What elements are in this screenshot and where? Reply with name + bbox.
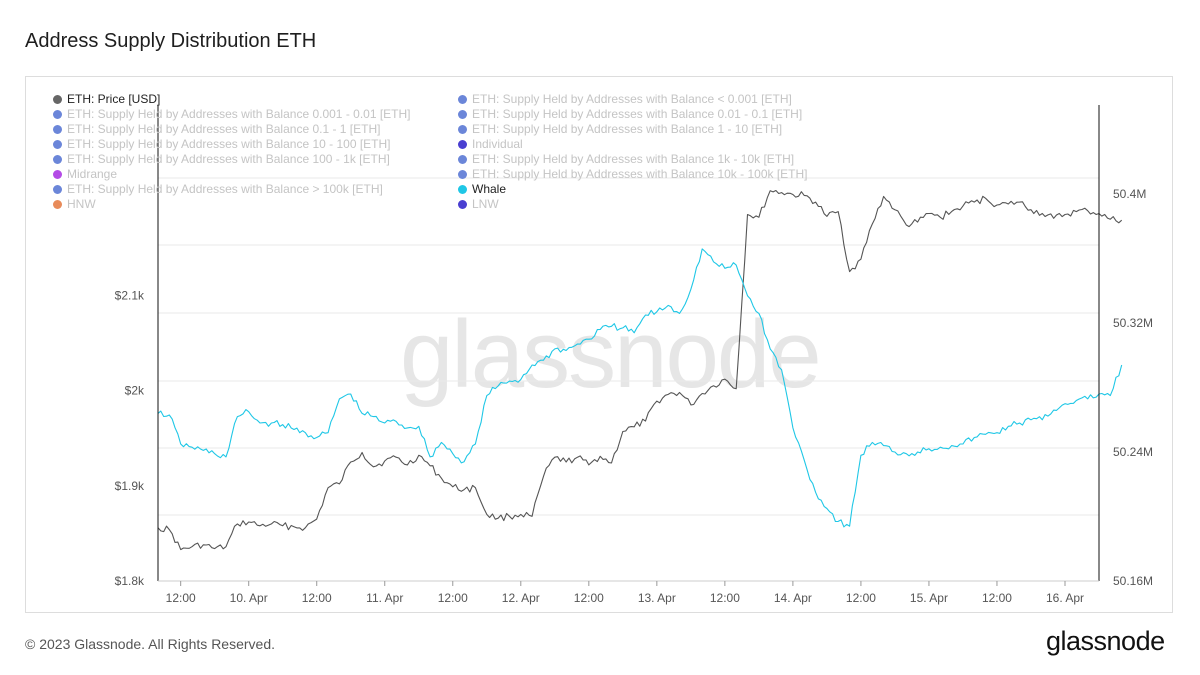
x-tick-label: 16. Apr (1046, 591, 1084, 605)
legend-item[interactable]: ETH: Supply Held by Addresses with Balan… (53, 182, 383, 197)
legend-dot-icon (458, 95, 467, 104)
legend-dot-icon (458, 125, 467, 134)
legend-dot-icon (458, 170, 467, 179)
legend-dot-icon (53, 170, 62, 179)
legend-item[interactable]: Whale (458, 182, 506, 197)
legend-dot-icon (53, 185, 62, 194)
x-tick-label: 10. Apr (230, 591, 268, 605)
x-tick-label: 12:00 (438, 591, 468, 605)
legend-item[interactable]: ETH: Price [USD] (53, 92, 160, 107)
legend-item[interactable]: ETH: Supply Held by Addresses with Balan… (458, 92, 792, 107)
x-tick-label: 12. Apr (502, 591, 540, 605)
legend-label: ETH: Supply Held by Addresses with Balan… (67, 182, 383, 196)
legend-dot-icon (53, 155, 62, 164)
legend-item[interactable]: ETH: Supply Held by Addresses with Balan… (458, 107, 802, 122)
y-left-tick-label: $1.9k (115, 479, 145, 493)
y-right-tick-label: 50.32M (1113, 316, 1153, 330)
legend-item[interactable]: Midrange (53, 167, 117, 182)
legend-label: Midrange (67, 167, 118, 181)
legend-dot-icon (458, 140, 467, 149)
legend-label: HNW (67, 197, 96, 211)
tick-layer: $1.8k $1.9k $2k $2.1k 50.16M 50.24M 50.32M 50.4… (115, 187, 1153, 605)
legend-dot-icon (53, 95, 62, 104)
series-line-whale (157, 248, 1123, 528)
y-left-tick-label: $1.8k (115, 574, 145, 588)
legend-dot-icon (53, 140, 62, 149)
x-tick-label: 12:00 (846, 591, 876, 605)
legend-label: ETH: Supply Held by Addresses with Balan… (67, 122, 381, 136)
y-left-tick-label: $2k (125, 384, 145, 398)
x-tick-label: 12:00 (302, 591, 332, 605)
glassnode-logo[interactable]: glassnode (1046, 626, 1165, 656)
chart-panel (25, 76, 1173, 613)
copyright: © 2023 Glassnode. All Rights Reserved. (25, 636, 276, 652)
legend-item[interactable]: ETH: Supply Held by Addresses with Balan… (458, 167, 808, 182)
axis-layer (157, 105, 1100, 582)
y-right-tick-label: 50.4M (1113, 187, 1146, 201)
legend-label: ETH: Supply Held by Addresses with Balan… (67, 107, 411, 121)
series-layer (157, 189, 1123, 551)
legend-item[interactable]: ETH: Supply Held by Addresses with Balan… (53, 152, 390, 167)
series-line-eth-price (157, 189, 1123, 551)
x-tick-label: 12:00 (982, 591, 1012, 605)
legend-label: Individual (472, 137, 523, 151)
legend-dot-icon (53, 200, 62, 209)
legend-label: ETH: Price [USD] (67, 92, 161, 106)
grid-layer (158, 177, 1099, 516)
legend-label: Whale (472, 182, 507, 196)
legend-item[interactable]: HNW (53, 197, 96, 212)
x-tick-label: 15. Apr (910, 591, 948, 605)
legend-item[interactable]: Individual (458, 137, 523, 152)
legend-label: ETH: Supply Held by Addresses with Balan… (67, 137, 391, 151)
legend-dot-icon (53, 125, 62, 134)
x-tick-label: 13. Apr (638, 591, 676, 605)
x-tick-label: 12:00 (166, 591, 196, 605)
legend-dot-icon (458, 185, 467, 194)
legend-item[interactable]: ETH: Supply Held by Addresses with Balan… (53, 122, 380, 137)
legend-dot-icon (458, 110, 467, 119)
legend-dot-icon (458, 200, 467, 209)
legend-item[interactable]: ETH: Supply Held by Addresses with Balan… (458, 152, 794, 167)
legend-label: ETH: Supply Held by Addresses with Balan… (472, 152, 795, 166)
x-tick-label: 14. Apr (774, 591, 812, 605)
legend-label: ETH: Supply Held by Addresses with Balan… (472, 122, 783, 136)
legend-dot-icon (458, 155, 467, 164)
y-right-tick-label: 50.24M (1113, 445, 1153, 459)
x-tick-label: 12:00 (710, 591, 740, 605)
legend-label: ETH: Supply Held by Addresses with Balan… (472, 167, 808, 181)
legend-label: ETH: Supply Held by Addresses with Balan… (472, 92, 792, 106)
y-right-tick-label: 50.16M (1113, 574, 1153, 588)
watermark: glassnode (400, 301, 822, 408)
x-tick-label: 11. Apr (366, 591, 403, 605)
legend-item[interactable]: ETH: Supply Held by Addresses with Balan… (53, 107, 411, 122)
legend-item[interactable]: ETH: Supply Held by Addresses with Balan… (458, 122, 782, 137)
legend-item[interactable]: LNW (458, 197, 499, 212)
y-left-tick-label: $2.1k (115, 288, 145, 302)
chart-title: Address Supply Distribution ETH (25, 30, 317, 52)
legend-dot-icon (53, 110, 62, 119)
legend-label: ETH: Supply Held by Addresses with Balan… (472, 107, 803, 121)
legend-label: LNW (472, 197, 499, 211)
legend-item[interactable]: ETH: Supply Held by Addresses with Balan… (53, 137, 391, 152)
legend-label: ETH: Supply Held by Addresses with Balan… (67, 152, 390, 166)
x-tick-label: 12:00 (574, 591, 604, 605)
